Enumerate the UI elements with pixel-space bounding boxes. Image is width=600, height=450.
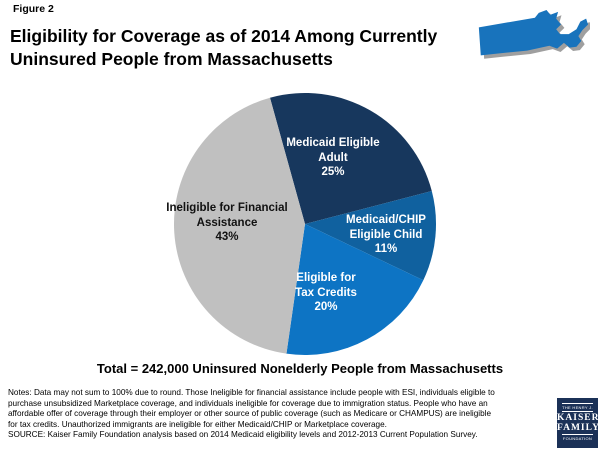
slice-label-pct: 25%: [321, 166, 345, 178]
slice-label-pct: 20%: [314, 301, 338, 313]
notes-line: for tax credits. Unauthorized immigrants…: [8, 419, 387, 429]
logo-rule: [562, 403, 593, 404]
slice-label-line: Eligible for: [296, 272, 356, 284]
page-title-line2: Uninsured People from Massachusetts: [10, 49, 333, 69]
slice-label-line: Medicaid Eligible: [286, 137, 380, 149]
slice-label-medicaid-chip-child: Medicaid/CHIP Eligible Child 11%: [346, 213, 426, 257]
logo-line-kaiser: KAISER: [557, 413, 600, 423]
slice-label-line: Tax Credits: [295, 286, 357, 299]
slice-label-line: Medicaid/CHIP: [346, 214, 426, 226]
notes-line: affordable offer of coverage through the…: [8, 409, 492, 419]
logo-rule: [562, 411, 593, 412]
slice-label-line: Ineligible for Financial: [166, 202, 288, 214]
logo-line-henry: THE HENRY J.: [562, 405, 593, 410]
figure-label: Figure 2: [13, 3, 54, 15]
pie-slice: [305, 191, 437, 281]
slice-label-line: Adult: [318, 151, 348, 164]
slice-label-medicaid-adult: Medicaid Eligible Adult 25%: [286, 136, 379, 180]
page-title-line1: Eligibility for Coverage as of 2014 Amon…: [10, 26, 438, 46]
notes-and-source: Notes: Data may not sum to 100% due to r…: [8, 388, 556, 441]
notes-line: Notes: Data may not sum to 100% due to r…: [8, 388, 495, 397]
slice-label-ineligible: Ineligible for Financial Assistance 43%: [166, 201, 287, 245]
total-label: Total = 242,000 Uninsured Nonelderly Peo…: [96, 361, 504, 376]
slice-label-line: Eligible Child: [349, 228, 423, 241]
logo-line-foundation: FOUNDATION: [562, 436, 593, 441]
kaiser-family-foundation-logo: THE HENRY J. KAISER FAMILY FOUNDATION: [557, 398, 600, 448]
notes-line: purchase unsubsidized Marketplace covera…: [8, 398, 488, 408]
pie-slice: [286, 224, 424, 355]
logo-rule: [562, 434, 593, 435]
slice-label-tax-credits: Eligible for Tax Credits 20%: [295, 271, 357, 315]
logo-line-family: FAMILY: [557, 423, 600, 433]
pie-slice: [173, 97, 305, 354]
massachusetts-shape: [478, 9, 589, 56]
slice-label-pct: 43%: [215, 231, 239, 243]
slice-label-line: Assistance: [196, 216, 258, 229]
slice-label-pct: 11%: [374, 243, 398, 255]
pie-chart: [173, 92, 437, 355]
pie-slice: [269, 92, 432, 225]
page-title: Eligibility for Coverage as of 2014 Amon…: [10, 25, 480, 71]
source-line: SOURCE: Kaiser Family Foundation analysi…: [8, 430, 478, 440]
massachusetts-state-icon: [478, 9, 590, 59]
